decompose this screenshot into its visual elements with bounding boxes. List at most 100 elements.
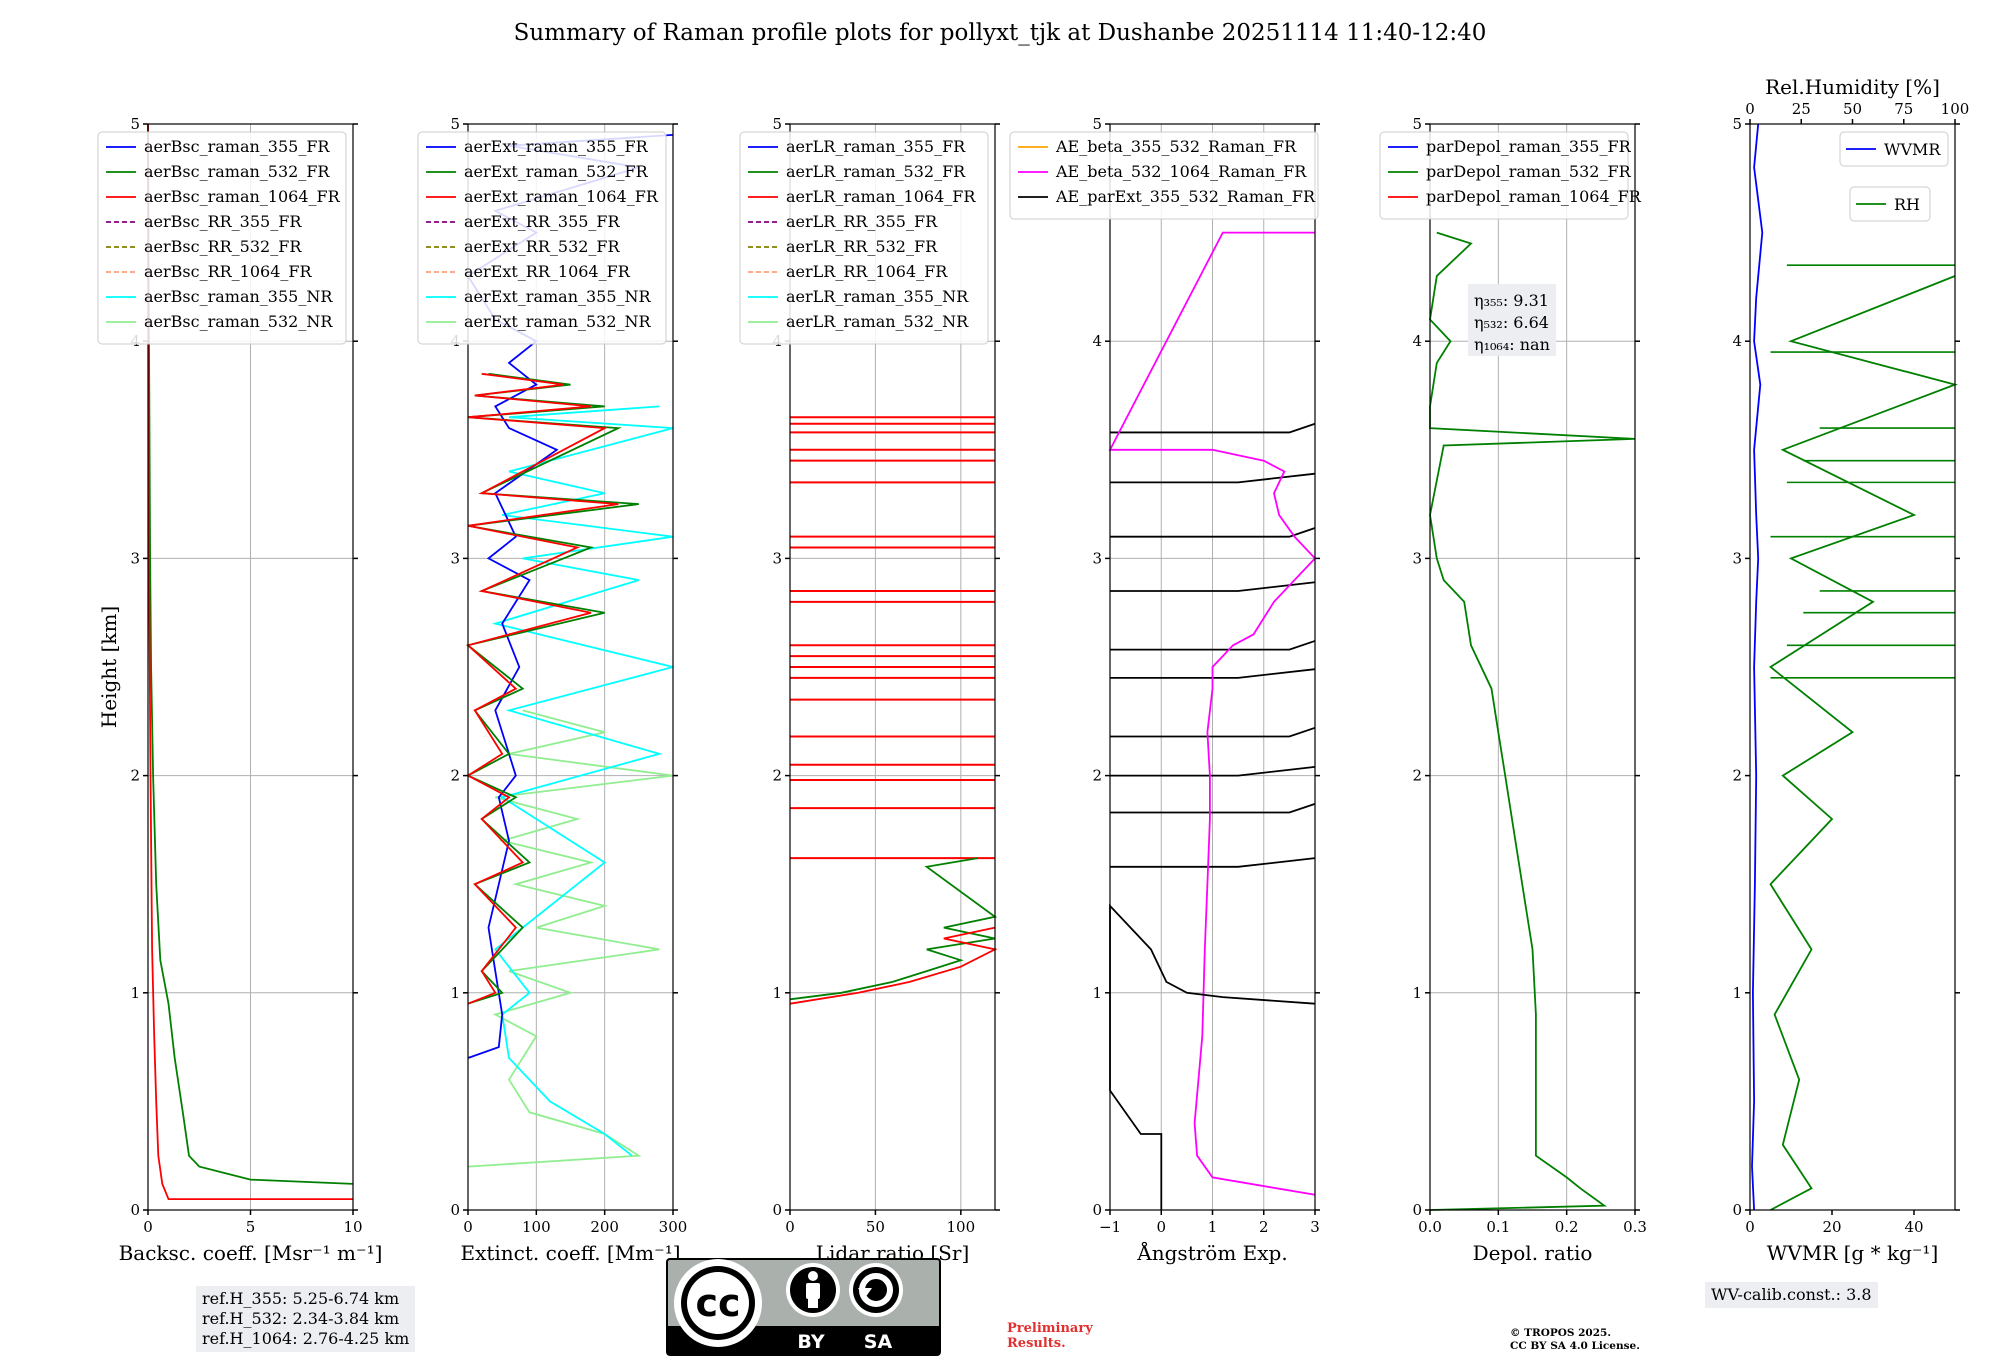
x-tick-label: 40 xyxy=(1904,1218,1923,1236)
x-axis-label: Extinct. coeff. [Mm⁻¹] xyxy=(460,1241,680,1265)
wv-calibration-text: WV-calib.const.: 3.8 xyxy=(1711,1285,1872,1304)
x-tick-label: 2 xyxy=(1259,1218,1269,1236)
x-axis-label: Backsc. coeff. [Msr⁻¹ m⁻¹] xyxy=(119,1241,383,1265)
legend-label: aerExt_RR_1064_FR xyxy=(464,262,631,281)
x2-tick-label: 25 xyxy=(1792,100,1811,118)
y-tick-label: 5 xyxy=(1412,115,1422,133)
panel-1: 0123450510Backsc. coeff. [Msr⁻¹ m⁻¹]Heig… xyxy=(97,115,382,1265)
cc-sa-label: SA xyxy=(864,1331,893,1353)
copyright-line-2: CC BY SA 4.0 License. xyxy=(1510,1340,1640,1352)
legend-label: aerExt_raman_532_NR xyxy=(464,312,652,331)
y-axis-label: Height [km] xyxy=(97,606,121,728)
x-tick-label: 10 xyxy=(343,1218,362,1236)
legend-label: aerBsc_RR_355_FR xyxy=(144,212,302,231)
series-line-AE_parExt_355_532_Raman_FR xyxy=(1109,903,1316,1210)
y-tick-label: 2 xyxy=(1732,767,1742,785)
x-tick-label: −1 xyxy=(1099,1218,1121,1236)
legend-label: WVMR xyxy=(1884,140,1941,159)
x-tick-label: 0 xyxy=(143,1218,153,1236)
legend-label: aerLR_raman_532_FR xyxy=(786,162,966,181)
legend-label: AE_parExt_355_532_Raman_FR xyxy=(1055,187,1316,206)
legend-label: parDepol_raman_355_FR xyxy=(1426,137,1632,156)
axes-frame xyxy=(789,123,996,1211)
legend-label: aerLR_raman_1064_FR xyxy=(786,187,976,206)
x-tick-label: 100 xyxy=(522,1218,551,1236)
y-tick-label: 5 xyxy=(130,115,140,133)
series-line-AE_beta_532_1064_Raman_FR xyxy=(1108,231,1317,1196)
x2-tick-label: 50 xyxy=(1843,100,1862,118)
series-line-aerBsc_raman_1064_FR xyxy=(147,123,353,1200)
figure-title: Summary of Raman profile plots for polly… xyxy=(513,20,1487,46)
angstrom-step-line xyxy=(1110,726,1316,738)
legend-label: aerBsc_raman_532_NR xyxy=(144,312,333,331)
series-line-aerLR_raman_532_FR xyxy=(789,857,998,1001)
cc-by-sa-badge: cc BY SA xyxy=(666,1258,941,1356)
y-tick-label: 0 xyxy=(1412,1201,1422,1219)
legend-label: aerBsc_RR_532_FR xyxy=(144,237,302,256)
wv-calibration-box: WV-calib.const.: 3.8 xyxy=(1705,1282,1878,1308)
x-tick-label: 300 xyxy=(659,1218,688,1236)
legend-box xyxy=(1849,186,1931,222)
y-tick-label: 4 xyxy=(1732,332,1742,350)
legend-label: parDepol_raman_532_FR xyxy=(1426,162,1632,181)
eta-annotation-box xyxy=(1468,284,1556,356)
axes-frame xyxy=(1749,123,1956,1211)
x-tick-label: 0 xyxy=(785,1218,795,1236)
x-tick-label: 0.0 xyxy=(1418,1218,1442,1236)
angstrom-step-line xyxy=(1110,766,1316,777)
x-axis-label: WVMR [g * kg⁻¹] xyxy=(1767,1241,1939,1265)
x-tick-label: 3 xyxy=(1310,1218,1320,1236)
legend-box xyxy=(1379,131,1629,220)
panel-5: 0 1 2 3 4 5 0.0 0.1 0.2 0.3 Depol. ratio parDepol_r… xyxy=(1379,115,1647,1265)
reference-height-box: ref.H_355: 5.25-6.74 km ref.H_532: 2.34-… xyxy=(196,1286,416,1352)
legend-label: aerBsc_raman_355_FR xyxy=(144,137,330,156)
legend-box xyxy=(739,131,989,345)
x-tick-label: 0 xyxy=(463,1218,473,1236)
legend-box xyxy=(1839,131,1949,167)
legend-label: aerLR_RR_532_FR xyxy=(786,237,938,256)
y-tick-label: 3 xyxy=(1412,549,1422,567)
angstrom-step-line xyxy=(1110,422,1316,434)
y-tick-label: 2 xyxy=(1092,767,1102,785)
legend-label: aerLR_RR_1064_FR xyxy=(786,262,948,281)
x-tick-label: 0.1 xyxy=(1486,1218,1510,1236)
angstrom-step-line xyxy=(1110,802,1316,814)
legend-label: aerExt_RR_355_FR xyxy=(464,212,621,231)
eta-annotation: η₅₃₂: 6.64 xyxy=(1474,313,1549,332)
legend-label: parDepol_raman_1064_FR xyxy=(1426,187,1642,206)
y-tick-label: 3 xyxy=(772,549,782,567)
angstrom-step-line xyxy=(1110,472,1316,484)
legend-label: aerBsc_raman_532_FR xyxy=(144,162,330,181)
axes-frame xyxy=(1429,123,1636,1211)
legend-label: aerBsc_RR_1064_FR xyxy=(144,262,313,281)
series-line-aerLR_raman_1064_FR xyxy=(789,926,998,1005)
y-tick-label: 4 xyxy=(1412,332,1422,350)
legend-label: RH xyxy=(1894,195,1920,214)
x-tick-label: 100 xyxy=(947,1218,976,1236)
y-tick-label: 5 xyxy=(1092,115,1102,133)
y-tick-label: 0 xyxy=(772,1201,782,1219)
y-tick-label: 5 xyxy=(450,115,460,133)
y-tick-label: 0 xyxy=(1092,1201,1102,1219)
y-tick-label: 0 xyxy=(130,1201,140,1219)
legend-label: AE_beta_355_532_Raman_FR xyxy=(1055,137,1297,156)
y-tick-label: 3 xyxy=(1732,549,1742,567)
axes-frame xyxy=(467,123,674,1211)
y-tick-label: 1 xyxy=(1412,984,1422,1002)
x-tick-label: 1 xyxy=(1208,1218,1218,1236)
x-tick-label: 20 xyxy=(1822,1218,1841,1236)
y-tick-label: 2 xyxy=(772,767,782,785)
y-tick-label: 5 xyxy=(772,115,782,133)
series-line-aerExt_raman_532_NR xyxy=(467,709,674,1168)
x2-tick-label: 0 xyxy=(1745,100,1755,118)
copyright-line-1: © TROPOS 2025. xyxy=(1510,1327,1612,1339)
ref-height-355: ref.H_355: 5.25-6.74 km xyxy=(202,1289,400,1308)
angstrom-step-line xyxy=(1110,640,1316,651)
series-line-WVMR xyxy=(1751,123,1764,1211)
x2-axis-label: Rel.Humidity [%] xyxy=(1765,75,1940,99)
y-tick-label: 1 xyxy=(450,984,460,1002)
legend-box xyxy=(97,131,347,345)
legend-label: aerLR_raman_355_NR xyxy=(786,287,969,306)
preliminary-results-note: Preliminary Results. xyxy=(1007,1321,1093,1351)
